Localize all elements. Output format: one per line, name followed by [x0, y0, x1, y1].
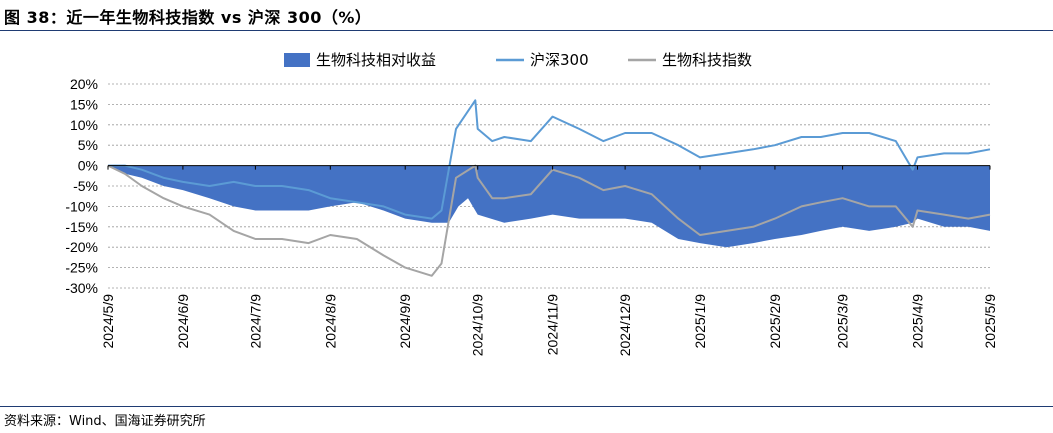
x-tick-label: 2025/2/9 [767, 294, 783, 349]
legend: 生物科技相对收益 沪深300 生物科技指数 [284, 51, 752, 69]
legend-swatch-relative [284, 53, 310, 67]
x-tick-label: 2024/7/9 [247, 294, 263, 349]
figure-title: 图 38：近一年生物科技指数 vs 沪深 300（%） [4, 8, 372, 27]
x-tick-label: 2025/1/9 [692, 294, 708, 349]
y-tick-label: -20% [65, 239, 98, 255]
source-rule [0, 406, 1053, 407]
x-tick-label: 2025/4/9 [910, 294, 926, 349]
x-tick-label: 2024/11/9 [545, 294, 561, 355]
x-tick-label: 2024/5/9 [100, 294, 116, 349]
zero-axis [107, 165, 991, 170]
x-tick-label: 2025/5/9 [982, 294, 998, 349]
y-tick-label: 15% [70, 96, 98, 112]
y-tick-label: -5% [73, 178, 98, 194]
y-tick-label: -30% [65, 280, 98, 296]
x-tick-label: 2024/8/9 [322, 294, 338, 349]
source-note: 资料来源：Wind、国海证券研究所 [4, 414, 206, 429]
x-tick-label: 2024/9/9 [397, 294, 413, 349]
chart: 20% 15% 10% 5% 0% -5% -10% -15% -20% -25% -30% 202… [65, 51, 998, 357]
y-tick-label: 0% [78, 158, 98, 174]
x-tick-label: 2024/12/9 [617, 294, 633, 356]
title-rule [0, 30, 1053, 31]
x-tick-label: 2024/10/9 [470, 294, 486, 356]
y-tick-label: -15% [65, 219, 98, 235]
line-layer [107, 99, 991, 277]
y-tick-label: -25% [65, 260, 98, 276]
y-tick-label: 20% [70, 76, 98, 92]
series-line-hs300 [108, 99, 991, 220]
series-line-biotech [107, 164, 991, 277]
series-area-relative-return [108, 165, 990, 248]
x-tick-label: 2024/6/9 [175, 294, 191, 349]
legend-label-hs300: 沪深300 [530, 51, 589, 69]
x-axis-ticks: 2024/5/9 2024/6/9 2024/7/9 2024/8/9 2024/9/9… [100, 294, 998, 357]
legend-label-biotech: 生物科技指数 [662, 51, 752, 69]
y-tick-label: 10% [70, 117, 98, 133]
relative-area-layer [108, 165, 990, 248]
legend-label-relative: 生物科技相对收益 [316, 51, 436, 69]
x-tick-label: 2025/3/9 [835, 294, 851, 349]
y-tick-label: 5% [78, 137, 98, 153]
y-axis-ticks: 20% 15% 10% 5% 0% -5% -10% -15% -20% -25% -30% [65, 76, 98, 296]
y-tick-label: -10% [65, 198, 98, 214]
